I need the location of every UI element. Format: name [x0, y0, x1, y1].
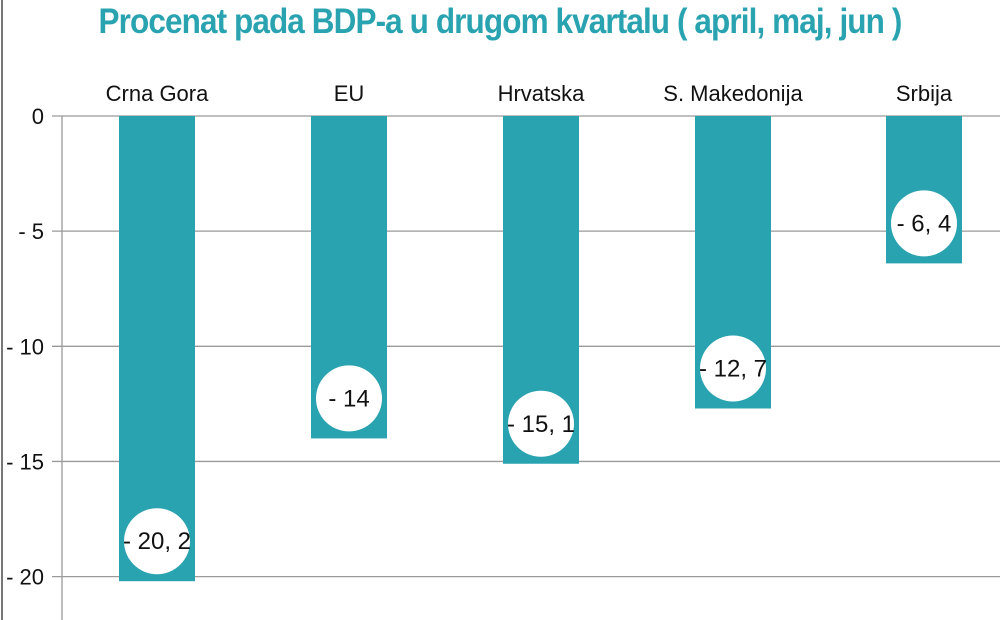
data-label: - 15, 1 [507, 411, 575, 438]
data-label-circle [316, 365, 382, 432]
data-label-circle [700, 335, 766, 402]
category-label: Srbija [896, 81, 953, 106]
y-tick-label: - 20 [6, 565, 44, 590]
category-label: Hrvatska [498, 81, 586, 106]
chart-title: Procenat pada BDP-a u drugom kvartalu ( … [98, 2, 903, 41]
y-tick-label: 0 [32, 104, 44, 129]
data-label-circle [891, 190, 957, 257]
data-label-circle [124, 508, 190, 575]
y-tick-label: - 10 [6, 334, 44, 359]
y-tick-label: - 15 [6, 449, 44, 474]
data-label: - 12, 7 [699, 355, 767, 382]
category-label: Crna Gora [106, 81, 209, 106]
data-label: - 6, 4 [897, 210, 952, 237]
data-label: - 14 [328, 385, 369, 412]
y-tick-label: - 5 [18, 219, 44, 244]
data-label-circle [508, 390, 574, 457]
category-label: S. Makedonija [663, 81, 803, 106]
bar [119, 116, 195, 582]
data-label: - 20, 2 [123, 528, 191, 555]
category-label: EU [334, 81, 365, 106]
